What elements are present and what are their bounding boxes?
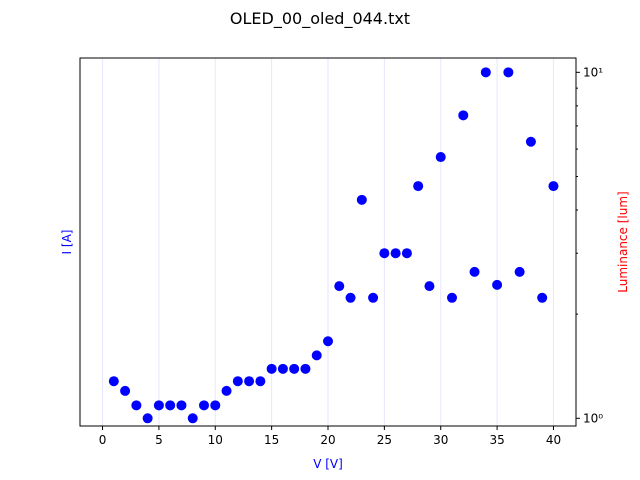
y-right-tick-label: 10⁰ [583, 411, 603, 425]
x-tick-label: 15 [264, 433, 279, 447]
x-axis-label: V [V] [313, 457, 343, 471]
y-right-tick-label: 10¹ [583, 65, 603, 79]
data-point [368, 292, 379, 303]
x-tick-label: 10 [208, 433, 223, 447]
data-point [232, 376, 243, 387]
data-point [345, 292, 356, 303]
data-point [221, 385, 232, 396]
data-point [447, 292, 457, 303]
x-tick-label: 5 [155, 433, 163, 447]
data-point [131, 400, 142, 411]
chart-title: OLED_00_oled_044.txt [230, 9, 410, 29]
data-point [334, 281, 345, 292]
data-point [492, 279, 503, 290]
y-axis-right-label: Luminance [lum] [616, 191, 630, 292]
data-point [176, 400, 187, 411]
data-point [323, 336, 333, 347]
x-tick-label: 30 [433, 433, 448, 447]
x-axis: 0 5 10 15 20 25 30 35 40 [99, 426, 561, 447]
x-tick-label: 0 [99, 433, 107, 447]
data-point [413, 181, 424, 192]
data-point [187, 413, 198, 424]
data-point [514, 266, 525, 277]
data-point [401, 248, 412, 259]
data-point [435, 152, 446, 163]
y-axis-right: 10⁰ 10¹ [576, 65, 603, 425]
data-point [244, 376, 255, 387]
data-point [503, 67, 514, 78]
data-point [165, 400, 176, 411]
data-point [108, 376, 119, 387]
x-tick-label: 25 [377, 433, 392, 447]
data-point [379, 248, 390, 259]
data-point [390, 248, 401, 259]
data-point [480, 67, 491, 78]
grid [102, 58, 554, 426]
data-point [537, 292, 548, 303]
x-tick-label: 40 [546, 433, 561, 447]
data-point [266, 363, 277, 374]
data-point [210, 400, 221, 411]
data-point [458, 110, 469, 121]
data-point [424, 281, 435, 292]
data-point [120, 385, 131, 396]
data-point [311, 350, 322, 361]
data-point [255, 376, 266, 387]
data-point [356, 194, 367, 205]
data-point [199, 400, 209, 411]
data-points [108, 67, 559, 424]
data-point [153, 400, 164, 411]
data-point [289, 363, 300, 374]
data-point [469, 266, 480, 277]
x-tick-label: 35 [489, 433, 504, 447]
data-point [300, 363, 311, 374]
data-point [142, 413, 153, 424]
y-axis-left-label: I [A] [60, 230, 74, 255]
data-point [277, 363, 288, 374]
data-point [548, 181, 559, 192]
x-tick-label: 20 [320, 433, 335, 447]
data-point [525, 136, 536, 147]
